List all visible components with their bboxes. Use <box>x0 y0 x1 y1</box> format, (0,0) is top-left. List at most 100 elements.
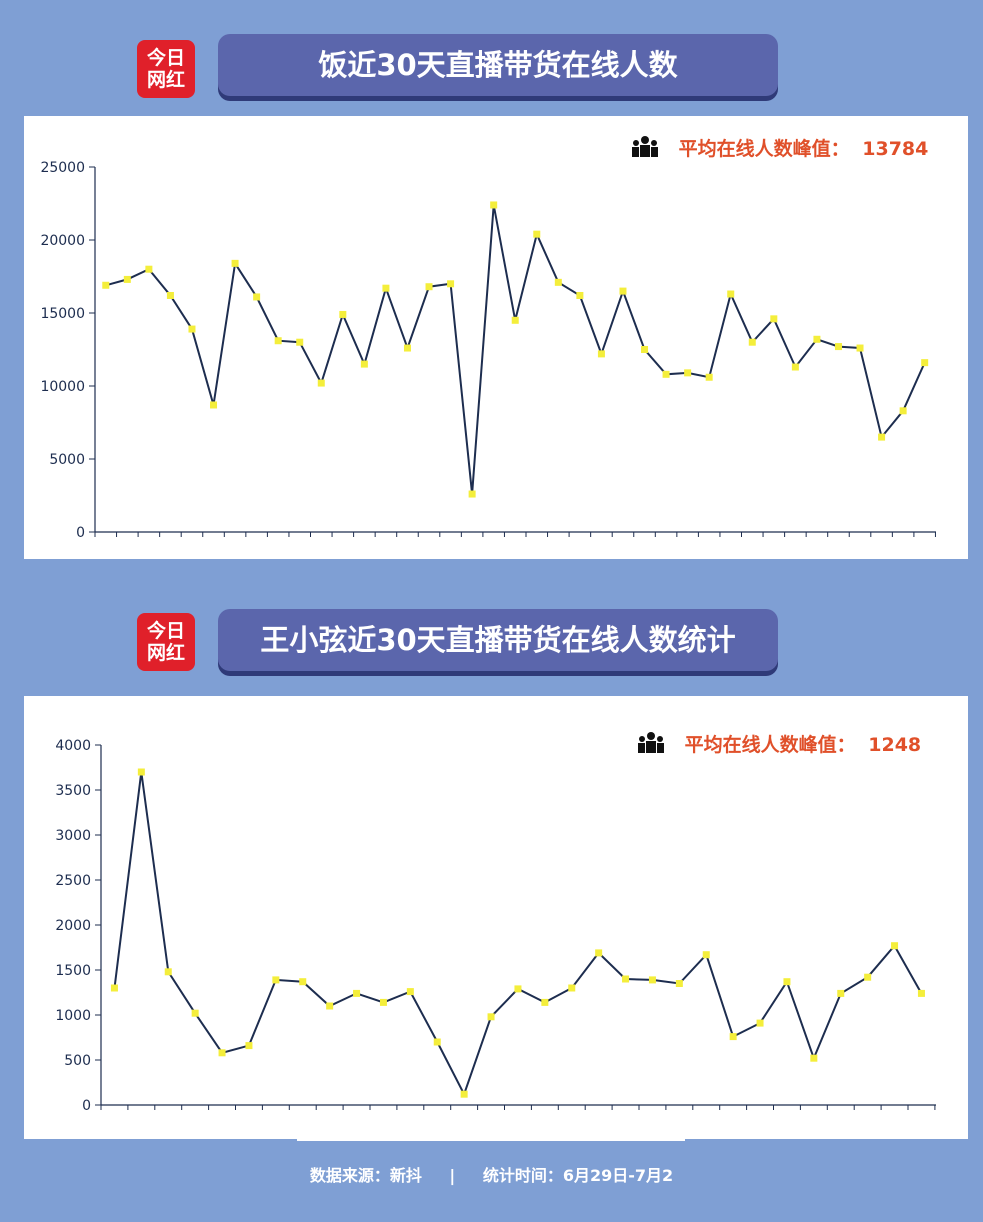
data-point <box>705 373 713 381</box>
footer-period: 统计时间：6月29日-7月2 <box>482 1166 674 1185</box>
people-icon <box>636 731 666 760</box>
data-point <box>272 976 280 984</box>
data-point <box>554 278 562 286</box>
data-point <box>921 359 929 367</box>
chart2-panel: 平均在线人数峰值： 1248 0 500 1000 1500 2000 2500 3000 3… <box>24 696 968 1139</box>
data-point <box>675 980 683 987</box>
data-point <box>595 949 603 957</box>
data-point <box>864 973 872 981</box>
chart1-panel: 平均在线人数峰值： 13784 0 5000 10000 15000 20000 2500… <box>24 116 968 559</box>
data-point <box>783 978 791 986</box>
footer-source: 数据来源：新抖 <box>309 1166 422 1185</box>
data-point <box>166 291 174 299</box>
data-point <box>460 1090 468 1098</box>
data-point <box>296 338 304 346</box>
data-point <box>641 346 649 353</box>
data-point <box>810 1054 818 1062</box>
y-tick-label: 2500 <box>55 873 91 889</box>
data-point <box>917 989 925 997</box>
data-point <box>837 989 845 997</box>
series-line <box>105 204 926 495</box>
data-point <box>662 370 670 378</box>
data-point <box>231 259 239 267</box>
y-tick-label: 500 <box>64 1053 91 1069</box>
data-point <box>299 978 307 986</box>
data-point <box>597 350 605 358</box>
data-point <box>102 281 110 289</box>
footer-divider <box>297 1139 685 1141</box>
data-point <box>899 407 907 415</box>
data-point <box>339 310 347 318</box>
series-line <box>113 771 923 1097</box>
data-point <box>218 1049 226 1057</box>
logo-text-bottom: 网红 <box>146 642 185 664</box>
data-point <box>433 1038 441 1046</box>
brand-logo-2: 今日 网红 <box>137 613 195 671</box>
y-tick-label: 20000 <box>40 233 85 249</box>
data-point <box>487 1013 495 1021</box>
data-point <box>245 1042 253 1050</box>
chart1-peak-value: 13784 <box>862 138 929 160</box>
y-tick-label: 15000 <box>40 306 85 322</box>
data-point <box>856 344 864 352</box>
data-point <box>447 280 455 288</box>
data-point <box>188 325 196 333</box>
data-point <box>729 1033 737 1041</box>
y-tick-label: 25000 <box>40 160 85 176</box>
y-tick-label: 10000 <box>40 379 85 395</box>
data-point <box>756 1019 764 1027</box>
data-point <box>834 343 842 351</box>
y-tick-label: 1000 <box>55 1008 91 1024</box>
data-point <box>891 942 899 950</box>
chart2-plot: 0 500 1000 1500 2000 2500 3000 3500 4000 <box>55 738 936 1114</box>
chart1-plot: 0 5000 10000 15000 20000 25000 <box>40 160 936 541</box>
logo-text-top: 今日 <box>146 47 185 69</box>
data-point <box>145 265 153 273</box>
data-point <box>533 230 541 238</box>
chart1-title-banner: 饭近30天直播带货在线人数 <box>218 34 778 96</box>
data-point <box>748 338 756 346</box>
footer-separator: | <box>449 1166 456 1185</box>
chart1-peak: 平均在线人数峰值： 13784 <box>630 134 928 164</box>
data-point <box>511 316 519 324</box>
data-point <box>274 337 282 345</box>
people-icon <box>630 135 660 164</box>
y-tick-label: 5000 <box>49 452 85 468</box>
y-tick-label: 0 <box>82 1098 91 1114</box>
chart2-title-banner: 王小弦近30天直播带货在线人数统计 <box>218 609 778 671</box>
y-tick-label: 1500 <box>55 963 91 979</box>
logo-text-bottom: 网红 <box>146 69 185 91</box>
data-point <box>514 985 522 993</box>
data-point <box>379 998 387 1006</box>
data-point <box>382 284 390 292</box>
data-point <box>468 490 476 498</box>
data-point <box>568 984 576 992</box>
data-point <box>619 287 627 295</box>
data-point <box>576 291 584 299</box>
data-point <box>541 998 549 1006</box>
chart2-peak-label: 平均在线人数峰值： <box>684 734 856 756</box>
chart2-peak-value: 1248 <box>868 734 922 756</box>
data-point <box>403 344 411 352</box>
data-point <box>791 363 799 371</box>
chart2-peak: 平均在线人数峰值： 1248 <box>636 730 921 760</box>
data-point <box>317 379 325 387</box>
chart2-title: 王小弦近30天直播带货在线人数统计 <box>260 623 736 657</box>
y-tick-label: 4000 <box>55 738 91 754</box>
data-point <box>326 1002 334 1010</box>
data-point <box>253 293 261 301</box>
data-point <box>727 290 735 298</box>
data-point <box>110 984 118 992</box>
data-point <box>210 401 218 409</box>
chart1-peak-label: 平均在线人数峰值： <box>678 138 850 160</box>
data-point <box>137 768 145 776</box>
footer: 数据来源：新抖 | 统计时间：6月29日-7月2 <box>0 1162 983 1186</box>
data-point <box>684 369 692 377</box>
data-point <box>622 975 630 983</box>
data-point <box>164 968 172 976</box>
y-tick-label: 0 <box>76 525 85 541</box>
data-point <box>648 976 656 984</box>
data-point <box>878 433 886 441</box>
data-point <box>490 201 498 209</box>
data-point <box>360 360 368 368</box>
